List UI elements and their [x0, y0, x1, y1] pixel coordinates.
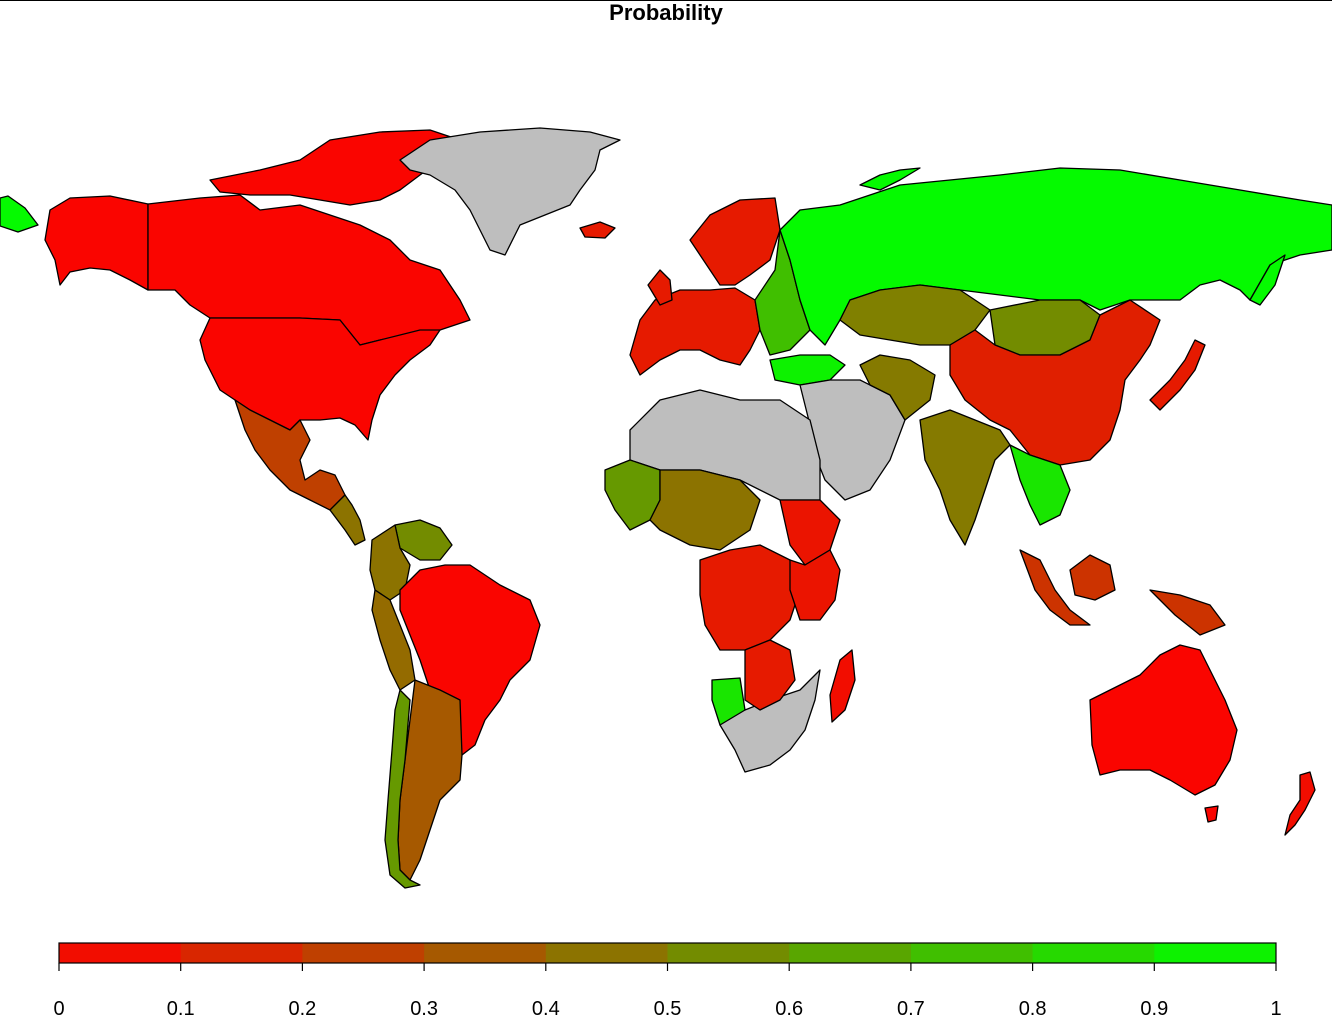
region-usa [199, 317, 441, 441]
map-title: Probability [609, 0, 723, 25]
legend-tick-label: 0.4 [532, 998, 560, 1020]
legend-bins [59, 943, 1277, 963]
legend-tick-label: 0 [53, 998, 64, 1020]
region-china [949, 299, 1161, 466]
region-india [919, 409, 1011, 546]
region-japan [1149, 339, 1206, 411]
legend-tick-label: 0.5 [654, 998, 682, 1020]
region-australia [1089, 644, 1238, 796]
region-borneo [1069, 554, 1116, 601]
region-kamchatka [1249, 254, 1286, 306]
region-peru [371, 589, 416, 691]
legend-tick-label: 0.9 [1140, 998, 1168, 1020]
legend-tick-label: 0.3 [410, 998, 438, 1020]
region-turkey [769, 354, 846, 386]
region-iran-afghanistan [859, 354, 936, 421]
region-southeast-asia [1009, 444, 1071, 526]
region-chukotka-west [0, 195, 39, 233]
legend-ticks: 0 0.1 0.2 0.3 0.4 0.5 0.6 0.7 0.8 0.9 1 [53, 963, 1282, 1020]
top-rule [0, 0, 1332, 1]
region-tasmania [1204, 805, 1219, 823]
region-central-africa [699, 544, 801, 651]
region-mexico [234, 399, 346, 511]
land-layer [0, 127, 1332, 889]
legend-bin [180, 943, 303, 963]
region-chile [384, 689, 421, 889]
legend-bin [789, 943, 912, 963]
region-central-america [329, 494, 366, 546]
legend-bin [667, 943, 790, 963]
region-alaska [44, 195, 149, 291]
region-russia-north-islands [859, 167, 921, 191]
region-new-zealand [1284, 771, 1316, 836]
region-sahel [649, 469, 761, 551]
region-scandinavia [689, 197, 781, 286]
color-scale-legend: 0 0.1 0.2 0.3 0.4 0.5 0.6 0.7 0.8 0.9 1 [53, 942, 1282, 1020]
region-uk [647, 269, 673, 306]
legend-bin [910, 943, 1034, 963]
legend-tick-label: 0.8 [1019, 998, 1047, 1020]
region-venezuela [394, 519, 453, 561]
region-canada [147, 194, 471, 346]
legend-bin [1032, 943, 1155, 963]
legend-tick-label: 0.2 [288, 998, 316, 1020]
region-madagascar [829, 649, 856, 723]
region-western-europe [629, 287, 761, 376]
region-new-guinea [1149, 589, 1226, 636]
region-iceland [579, 221, 616, 239]
legend-tick-label: 0.7 [897, 998, 925, 1020]
region-kazakhstan [839, 284, 991, 346]
legend-tick-label: 0.6 [775, 998, 803, 1020]
legend-bin [545, 943, 668, 963]
legend-tick-label: 0.1 [167, 998, 195, 1020]
region-brazil [399, 564, 541, 756]
region-greenland [399, 127, 621, 256]
legend-bin [1154, 943, 1277, 963]
legend-bin [424, 943, 547, 963]
legend-bin [302, 943, 425, 963]
region-indonesia [1019, 549, 1091, 626]
legend-tick-label: 1 [1270, 998, 1281, 1020]
region-south-central-africa [744, 639, 796, 711]
region-east-africa [789, 549, 841, 621]
legend-bin [59, 943, 182, 963]
region-canada-islands [209, 129, 461, 206]
